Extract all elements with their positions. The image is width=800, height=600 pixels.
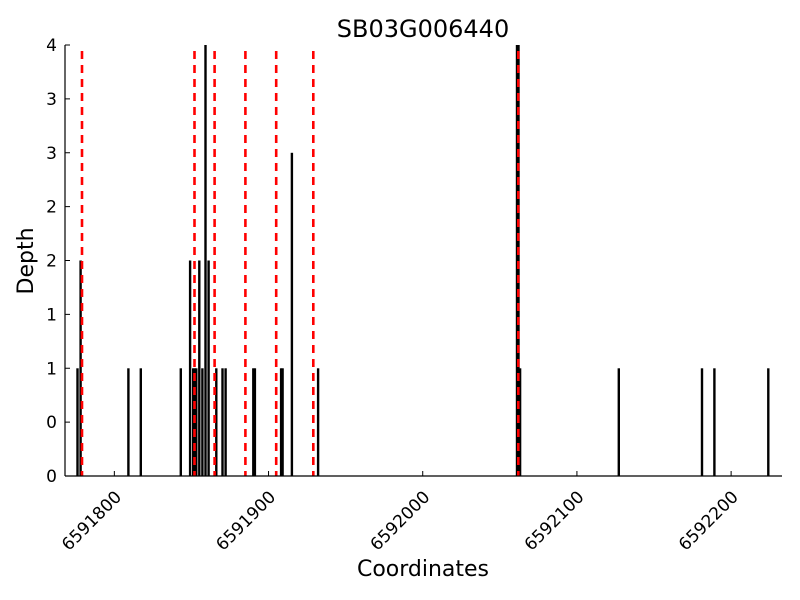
x-tick-label-2: 6592000 bbox=[367, 487, 435, 555]
y-ticks: 0 0 1 1 2 2 3 3 4 bbox=[46, 36, 70, 487]
y-tick-label-6: 3 bbox=[46, 144, 57, 164]
x-tick-label-4: 6592200 bbox=[675, 487, 743, 555]
depth-bar-17 bbox=[253, 368, 257, 477]
depth-bar-14 bbox=[221, 368, 224, 477]
depth-bar-11 bbox=[204, 45, 207, 476]
depth-bar-13 bbox=[215, 368, 218, 477]
y-tick-label-7: 3 bbox=[46, 90, 57, 110]
y-tick-label-2: 1 bbox=[46, 359, 57, 379]
depth-bar-19 bbox=[281, 368, 284, 477]
depth-bar-12 bbox=[207, 260, 210, 476]
depth-bar-24 bbox=[518, 368, 522, 477]
depth-bar-21 bbox=[316, 368, 320, 477]
depth-bar-26 bbox=[700, 368, 704, 477]
depth-bar-27 bbox=[713, 368, 716, 477]
depth-bar-5 bbox=[188, 260, 192, 476]
y-tick-label-5: 2 bbox=[46, 198, 57, 218]
depth-bar-16 bbox=[252, 368, 255, 477]
depth-bar-25 bbox=[617, 368, 620, 477]
depth-bar-28 bbox=[767, 368, 770, 477]
depth-bar-10 bbox=[201, 368, 204, 477]
x-tick-label-0: 6591800 bbox=[58, 487, 126, 555]
bars-layer bbox=[76, 45, 770, 477]
x-axis-label: Coordinates bbox=[357, 557, 489, 582]
y-axis-label: Depth bbox=[14, 227, 39, 294]
depth-bar-1 bbox=[79, 260, 82, 476]
depth-bar-23 bbox=[517, 45, 520, 476]
y-tick-label-8: 4 bbox=[46, 36, 57, 56]
depth-bar-9 bbox=[198, 260, 201, 476]
depth-bar-8 bbox=[195, 368, 198, 477]
chart-title: SB03G006440 bbox=[337, 15, 509, 43]
depth-bar-2 bbox=[127, 368, 130, 477]
y-tick-label-3: 1 bbox=[46, 305, 57, 325]
depth-bar-0 bbox=[76, 368, 79, 477]
y-tick-label-0: 0 bbox=[46, 467, 57, 487]
y-tick-label-4: 2 bbox=[46, 252, 57, 272]
markers-layer bbox=[80, 51, 520, 476]
depth-bar-4 bbox=[179, 368, 182, 477]
y-tick-label-1: 0 bbox=[46, 413, 57, 433]
depth-bar-3 bbox=[139, 368, 142, 477]
x-tick-label-3: 6592100 bbox=[521, 487, 589, 555]
depth-bar-22 bbox=[515, 45, 519, 476]
depth-bar-15 bbox=[224, 368, 227, 477]
depth-bar-20 bbox=[290, 152, 294, 477]
x-ticks: 6591800 6591900 6592000 6592100 6592200 bbox=[58, 471, 743, 555]
depth-bar-18 bbox=[279, 368, 283, 477]
x-tick-label-1: 6591900 bbox=[212, 487, 280, 555]
